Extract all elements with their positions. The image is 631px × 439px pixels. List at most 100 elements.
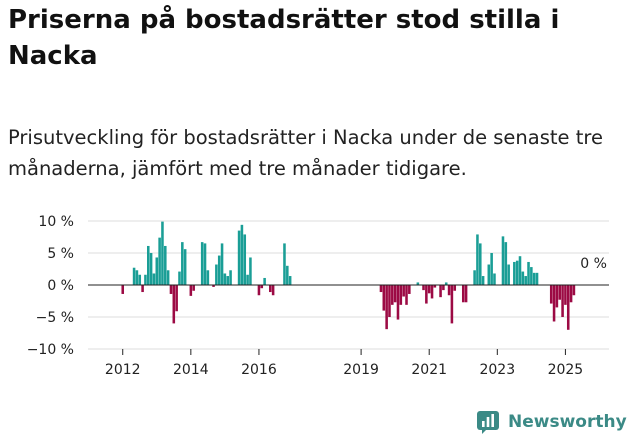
bar [382, 285, 386, 311]
bar [442, 285, 445, 291]
bar [521, 271, 525, 285]
bar [164, 245, 167, 285]
bar [141, 285, 144, 293]
y-tick-label: 0 % [47, 278, 74, 294]
brand-name: Newsworthy [508, 412, 627, 432]
bar [561, 285, 564, 317]
y-axis-tick-labels: 10 % 5 % 0 % −5 % −10 % [27, 214, 74, 358]
bar [513, 261, 516, 285]
bar [246, 274, 249, 285]
bar [172, 285, 176, 324]
bar [461, 285, 465, 303]
bar [433, 285, 437, 288]
bar [175, 285, 178, 312]
bar [399, 285, 403, 305]
bar [178, 271, 181, 285]
bar [427, 285, 431, 294]
x-tick-label: 2012 [105, 362, 141, 378]
bar [135, 270, 139, 285]
bar [152, 273, 156, 285]
bar [288, 276, 292, 285]
bar [169, 285, 173, 294]
bar [223, 273, 227, 285]
bar [192, 285, 195, 291]
bar [149, 253, 153, 285]
chart-subtitle: Prisutveckling för bostadsrätter i Nacka… [8, 126, 603, 180]
x-tick-label: 2021 [411, 362, 447, 378]
y-tick-label: −5 % [36, 310, 74, 326]
bar [206, 270, 210, 285]
bar [450, 285, 454, 324]
bar [515, 260, 519, 285]
bar [555, 285, 559, 308]
y-tick-label: 5 % [47, 246, 74, 262]
x-tick-label: 2025 [548, 362, 584, 378]
bar [161, 221, 164, 285]
bar [183, 249, 187, 285]
bar [569, 285, 573, 303]
bar [391, 285, 394, 305]
bar [263, 277, 266, 285]
bar [479, 243, 482, 285]
bar [402, 285, 405, 297]
bar [473, 270, 476, 285]
bar [203, 243, 207, 285]
bar [260, 285, 264, 289]
bar [243, 234, 247, 285]
brand-logo[interactable]: Newsworthy [476, 408, 627, 436]
bar [527, 261, 530, 285]
bar [229, 270, 232, 285]
bar [226, 276, 229, 285]
bar [393, 285, 397, 303]
bar [490, 253, 493, 285]
bar [430, 285, 434, 299]
bar [532, 272, 536, 285]
bar [283, 243, 286, 285]
bar [422, 285, 425, 291]
bar [566, 285, 570, 330]
bar [552, 285, 556, 322]
bar [144, 274, 147, 285]
bar [447, 285, 451, 296]
bar [385, 285, 388, 330]
bar [416, 282, 420, 285]
bar [564, 285, 567, 305]
bar [405, 285, 408, 305]
bar [132, 267, 136, 285]
bar [166, 270, 170, 285]
bar [217, 255, 221, 285]
price-change-bar-chart: 10 % 5 % 0 % −5 % −10 % 2012 2014 2016 2019 2021… [27, 214, 609, 378]
bar [249, 257, 252, 285]
bar [121, 285, 125, 294]
bar [379, 285, 383, 293]
y-tick-label: 10 % [38, 214, 74, 230]
bar [507, 264, 510, 285]
bar [269, 285, 272, 293]
y-tick-label: −10 % [27, 342, 74, 358]
bar [535, 272, 539, 285]
x-tick-label: 2016 [241, 362, 277, 378]
bar [271, 285, 275, 296]
bar [388, 285, 391, 317]
bar [572, 285, 576, 296]
bar [464, 285, 468, 303]
bar [549, 285, 553, 304]
x-tick-label: 2019 [343, 362, 379, 378]
bar [240, 224, 244, 285]
x-tick-label: 2014 [173, 362, 209, 378]
bar [155, 257, 159, 285]
bar [518, 256, 522, 285]
newsworthy-logo-icon [477, 411, 499, 434]
bar [487, 264, 491, 285]
bar [158, 237, 161, 285]
bar [504, 242, 508, 285]
bar [439, 285, 442, 298]
bar [200, 242, 204, 285]
bar [257, 285, 261, 296]
bar [286, 265, 289, 285]
bar [215, 264, 218, 285]
bar [181, 242, 184, 285]
chart-title: Priserna på bostadsrätter stod stilla i … [8, 5, 560, 71]
bar [237, 230, 241, 285]
bar [476, 234, 479, 285]
